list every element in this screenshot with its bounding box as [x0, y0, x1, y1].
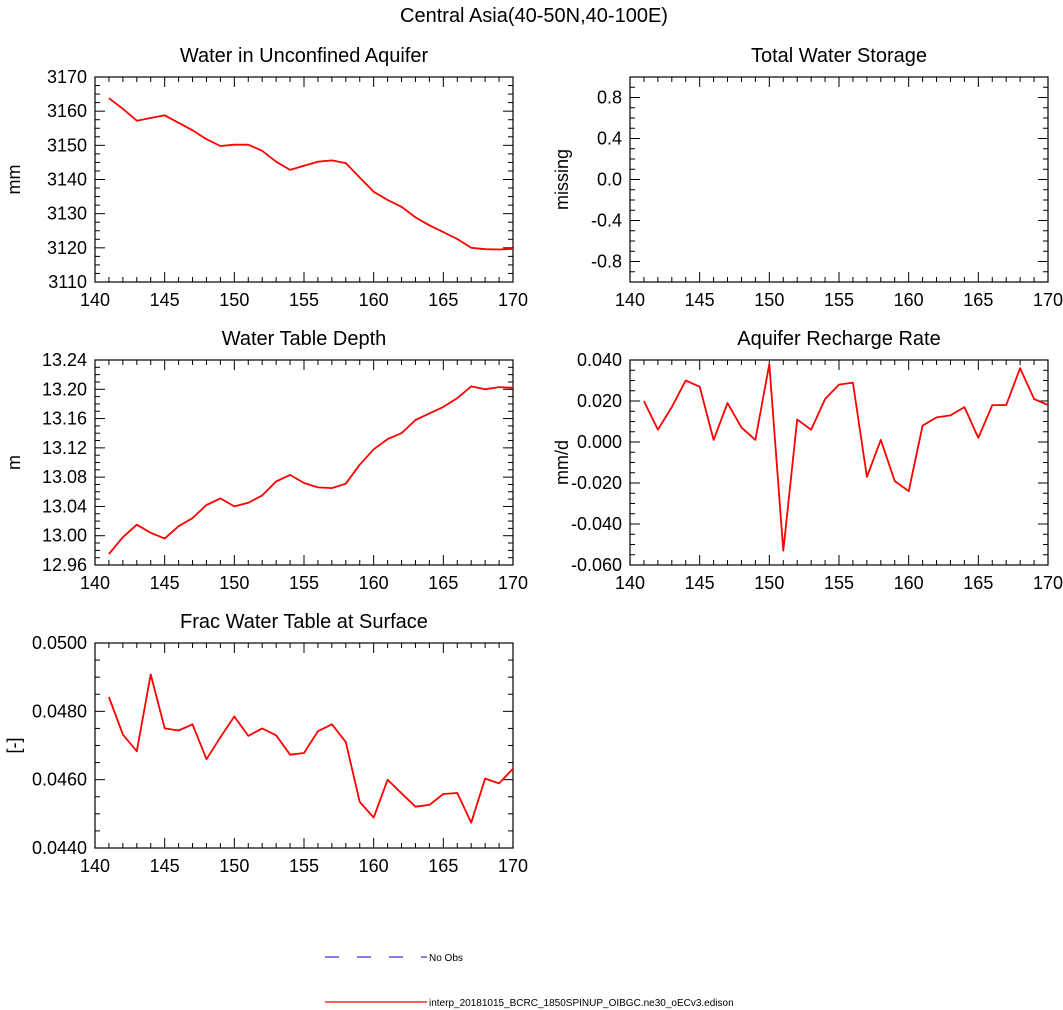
x-tick-label: 165	[428, 573, 458, 593]
x-tick-label: 160	[359, 290, 389, 310]
x-tick-label: 170	[1033, 573, 1063, 593]
x-tick-label: 155	[824, 290, 854, 310]
chart-panel: Aquifer Recharge Rate mm/d 140 145 150 155 160…	[552, 328, 1063, 593]
series-line	[643, 363, 1049, 552]
chart-title: Total Water Storage	[751, 45, 927, 67]
x-tick-label: 155	[289, 573, 319, 593]
x-tick-label: 145	[150, 573, 180, 593]
x-tick-label: 170	[498, 856, 528, 876]
x-tick-label: 140	[80, 290, 110, 310]
y-tick-label: 0.040	[577, 350, 622, 370]
y-tick-label: -0.040	[571, 514, 622, 534]
y-tick-label: 3150	[47, 135, 87, 155]
x-tick-label: 145	[150, 290, 180, 310]
x-tick-label: 160	[359, 573, 389, 593]
x-tick-label: 140	[80, 856, 110, 876]
plot-frame	[629, 359, 1049, 566]
chart-panel: Water Table Depth m 140 145 150 155 160 165 170 1…	[4, 328, 528, 593]
x-tick-label: 150	[754, 573, 784, 593]
legend-label-no-obs: No Obs	[429, 953, 463, 964]
y-tick-label: 0.0460	[32, 770, 87, 790]
x-tick-label: 145	[685, 573, 715, 593]
x-tick-label: 170	[1033, 290, 1063, 310]
legend-label-model: interp_20181015_BCRC_1850SPINUP_OIBGC.ne…	[429, 998, 734, 1009]
plot-frame	[94, 642, 514, 849]
y-tick-label: 12.96	[42, 555, 87, 575]
x-tick-label: 170	[498, 290, 528, 310]
y-tick-label: 0.0480	[32, 701, 87, 721]
y-tick-label: 13.04	[42, 496, 87, 516]
x-tick-label: 165	[963, 573, 993, 593]
x-tick-label: 140	[615, 290, 645, 310]
series-line	[108, 673, 514, 824]
y-tick-label: 0.0	[597, 170, 622, 190]
y-tick-label: 13.24	[42, 350, 87, 370]
chart-title: Water Table Depth	[222, 328, 387, 350]
y-tick-label: 3160	[47, 101, 87, 121]
legend: No Obs interp_20181015_BCRC_1850SPINUP_O…	[325, 953, 734, 1009]
y-tick-label: 13.16	[42, 409, 87, 429]
x-tick-label: 150	[754, 290, 784, 310]
x-tick-label: 145	[150, 856, 180, 876]
chart-panel: Water in Unconfined Aquifer mm 140 145 150 15…	[4, 45, 528, 310]
x-tick-label: 145	[685, 290, 715, 310]
y-tick-label: 3140	[47, 170, 87, 190]
y-tick-label: -0.020	[571, 473, 622, 493]
x-tick-label: 155	[289, 856, 319, 876]
y-tick-label: -0.4	[591, 211, 622, 231]
y-tick-label: 13.12	[42, 438, 87, 458]
x-tick-label: 170	[498, 573, 528, 593]
y-tick-label: 0.0500	[32, 633, 87, 653]
x-tick-label: 150	[219, 856, 249, 876]
y-tick-label: 3110	[48, 272, 87, 292]
chart-title: Water in Unconfined Aquifer	[180, 45, 429, 67]
x-tick-label: 160	[894, 290, 924, 310]
series-line	[108, 385, 514, 555]
x-tick-label: 155	[824, 573, 854, 593]
y-tick-label: 3120	[47, 238, 87, 258]
y-tick-label: 3170	[47, 67, 87, 87]
y-tick-label: 0.0440	[32, 838, 87, 858]
y-axis-label: mm/d	[552, 440, 572, 485]
chart-panel: Total Water Storage missing 140 145 150 155 16…	[552, 45, 1063, 310]
chart-title: Frac Water Table at Surface	[180, 611, 428, 633]
x-tick-label: 140	[80, 573, 110, 593]
y-tick-label: 0.4	[597, 129, 622, 149]
y-axis-label: [-]	[4, 738, 24, 754]
x-tick-label: 155	[289, 290, 319, 310]
y-tick-label: 0.020	[577, 391, 622, 411]
x-tick-label: 150	[219, 573, 249, 593]
y-tick-label: 3130	[47, 204, 87, 224]
y-tick-label: 13.08	[42, 467, 87, 487]
plot-frame	[629, 76, 1049, 283]
y-axis-label: mm	[4, 165, 24, 195]
figure-title: Central Asia(40-50N,40-100E)	[400, 5, 668, 27]
x-tick-label: 165	[963, 290, 993, 310]
y-tick-label: 13.20	[42, 379, 87, 399]
x-tick-label: 160	[359, 856, 389, 876]
plot-frame	[94, 359, 514, 566]
plot-frame	[94, 76, 514, 283]
x-tick-label: 165	[428, 290, 458, 310]
chart-panel: Frac Water Table at Surface [-] 140 145 150 1…	[4, 611, 528, 876]
y-tick-label: -0.060	[571, 555, 622, 575]
x-tick-label: 140	[615, 573, 645, 593]
y-tick-label: -0.8	[591, 252, 622, 272]
x-tick-label: 150	[219, 290, 249, 310]
chart-title: Aquifer Recharge Rate	[737, 328, 940, 350]
y-tick-label: 13.00	[42, 526, 87, 546]
x-tick-label: 165	[428, 856, 458, 876]
series-line	[108, 97, 514, 251]
y-axis-label: m	[4, 455, 24, 470]
y-axis-label: missing	[552, 149, 572, 210]
y-tick-label: 0.8	[597, 88, 622, 108]
x-tick-label: 160	[894, 573, 924, 593]
y-tick-label: 0.000	[577, 432, 622, 452]
